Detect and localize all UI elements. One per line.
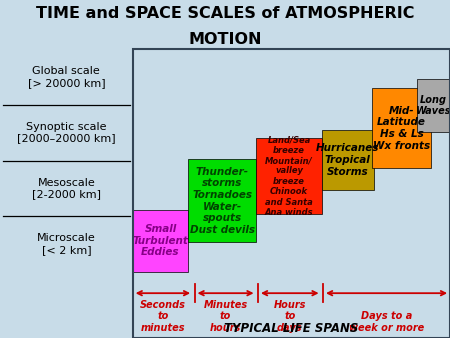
Text: Mid-
Latitude
Hs & Ls
Wx fronts: Mid- Latitude Hs & Ls Wx fronts <box>373 106 430 151</box>
Text: Global scale
[> 20000 km]: Global scale [> 20000 km] <box>27 66 105 88</box>
Bar <box>372 88 431 168</box>
Text: TYPICAL LIFE SPANS: TYPICAL LIFE SPANS <box>224 322 359 335</box>
Text: TIME and SPACE SCALES of ATMOSPHERIC: TIME and SPACE SCALES of ATMOSPHERIC <box>36 6 414 21</box>
Text: Land/Sea
breeze
Mountain/
valley
breeze
Chinook
and Santa
Ana winds: Land/Sea breeze Mountain/ valley breeze … <box>265 135 313 217</box>
Text: Microscale
[< 2 km]: Microscale [< 2 km] <box>37 234 96 255</box>
Bar <box>417 79 450 131</box>
Text: Thunder-
storms
Tornadoes
Water-
spouts
Dust devils: Thunder- storms Tornadoes Water- spouts … <box>190 167 255 235</box>
Text: Days to a
week or more: Days to a week or more <box>349 311 424 333</box>
Text: Small
Turbulent
Eddies: Small Turbulent Eddies <box>133 224 189 258</box>
Text: Synoptic scale
[2000–20000 km]: Synoptic scale [2000–20000 km] <box>17 122 116 143</box>
Text: Hurricanes
Tropical
Storms: Hurricanes Tropical Storms <box>316 143 379 176</box>
Text: Seconds
to
minutes: Seconds to minutes <box>140 299 186 333</box>
Text: Mesoscale
[2-2000 km]: Mesoscale [2-2000 km] <box>32 178 101 199</box>
Bar <box>133 210 188 272</box>
Text: MOTION: MOTION <box>188 32 262 47</box>
Text: Hours
to
days: Hours to days <box>274 299 306 333</box>
Text: Minutes
to
hours: Minutes to hours <box>203 299 248 333</box>
Text: Long
Waves: Long Waves <box>416 95 450 116</box>
Bar <box>321 130 374 190</box>
Bar <box>256 138 321 214</box>
Bar <box>188 160 256 242</box>
